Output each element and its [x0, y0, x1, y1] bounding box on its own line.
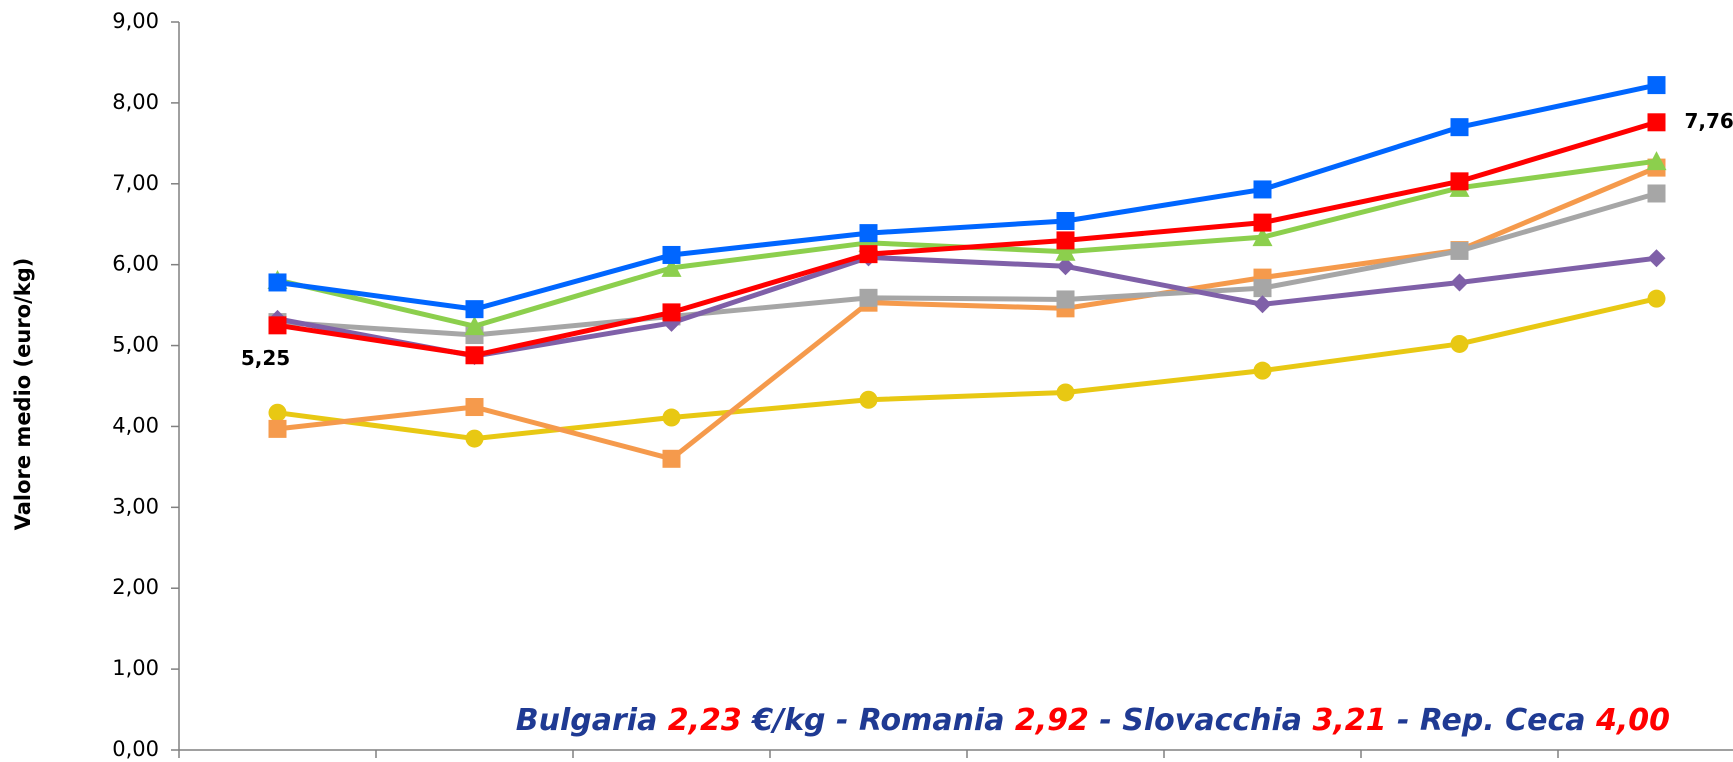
point	[1056, 231, 1075, 250]
y-tick-label: 3,00	[112, 494, 159, 518]
point	[661, 257, 682, 277]
y-tick-label: 4,00	[112, 413, 159, 437]
y-tick-label: 8,00	[112, 90, 159, 114]
point	[1647, 184, 1666, 203]
point	[465, 429, 484, 448]
y-tick-label: 6,00	[112, 252, 159, 276]
point	[662, 245, 681, 264]
point	[1253, 361, 1272, 380]
y-tick-label: 7,00	[112, 171, 159, 195]
series-line	[277, 191, 1658, 338]
point	[1647, 76, 1666, 95]
point	[1450, 273, 1469, 292]
point	[464, 316, 485, 336]
point	[1450, 334, 1469, 353]
series-line	[277, 165, 1658, 462]
point	[1253, 180, 1272, 199]
data-label: 5,25	[241, 346, 290, 370]
series-line	[277, 119, 1658, 358]
point	[859, 245, 878, 264]
point	[1056, 383, 1075, 402]
y-tick-label: 5,00	[112, 333, 159, 357]
point	[1450, 241, 1469, 260]
annotation: Bulgaria 2,23 €/kg - Romania 2,92 - Slov…	[516, 703, 1670, 738]
series-line	[277, 296, 1658, 442]
annotation-part: - Rep. Ceca	[1387, 703, 1596, 738]
point	[1450, 172, 1469, 191]
point	[1055, 241, 1076, 261]
annotation-part: 2,92	[1015, 703, 1089, 738]
annotation-part: Bulgaria	[516, 703, 668, 738]
point	[465, 346, 484, 365]
point	[268, 403, 287, 422]
annotation-part: - Slovacchia	[1089, 703, 1313, 738]
point	[859, 288, 878, 307]
y-tick-label: 1,00	[112, 656, 159, 680]
data-label: 7,76	[1685, 109, 1733, 133]
point	[662, 449, 681, 468]
point	[1253, 213, 1272, 232]
point	[859, 390, 878, 409]
point	[268, 273, 287, 292]
annotation-part: 3,21	[1312, 703, 1386, 738]
point	[662, 303, 681, 322]
point	[1253, 295, 1272, 314]
point	[1056, 290, 1075, 309]
point	[1646, 151, 1667, 171]
point	[1056, 257, 1075, 276]
y-axis-label: Valore medio (euro/kg)	[11, 258, 35, 531]
point	[1252, 227, 1273, 247]
y-tick-label: 9,00	[112, 9, 159, 33]
point	[1647, 249, 1666, 268]
annotation-part: 4,00	[1595, 703, 1670, 738]
y-tick-label: 0,00	[112, 737, 159, 761]
point	[1647, 113, 1666, 132]
y-tick-label: 2,00	[112, 575, 159, 599]
annotation-part: €/kg - Romania	[742, 703, 1015, 738]
point	[268, 419, 287, 438]
point	[1647, 289, 1666, 308]
point	[1253, 279, 1272, 298]
point	[268, 316, 287, 335]
point	[1450, 118, 1469, 137]
series-line	[277, 82, 1658, 312]
point	[662, 408, 681, 427]
point	[859, 224, 878, 243]
point	[465, 398, 484, 417]
point	[465, 300, 484, 319]
point	[1056, 211, 1075, 230]
annotation-part: 2,23	[668, 703, 742, 738]
